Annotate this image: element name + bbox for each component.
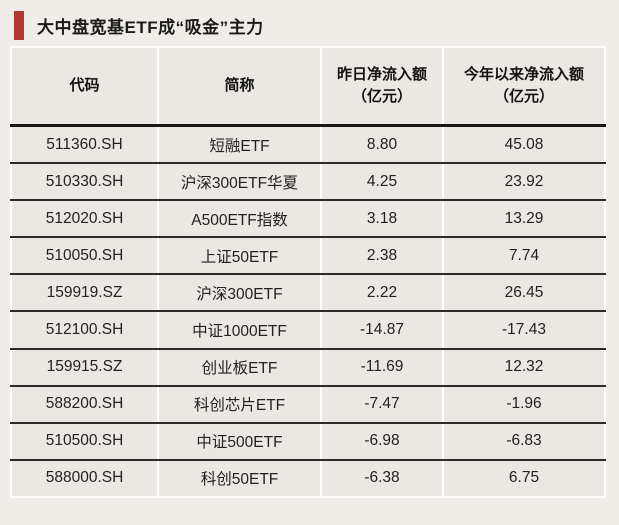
header-ytd-flow-unit: （亿元）	[493, 88, 554, 105]
name-cell: 短融ETF	[158, 125, 322, 165]
code-cell: 588200.SH	[11, 385, 159, 424]
title-accent-bar	[14, 11, 24, 40]
daily-flow-cell: -6.38	[321, 459, 444, 497]
daily-flow-cell: -6.98	[321, 422, 444, 461]
table-row: 159919.SZ 沪深300ETF 2.22 26.45	[11, 274, 605, 313]
name-cell: 沪深300ETF	[158, 274, 322, 313]
name-cell: 科创50ETF	[158, 459, 322, 497]
daily-flow-cell: 8.80	[321, 125, 444, 165]
daily-flow-cell: 3.18	[321, 200, 444, 239]
table-row: 510050.SH 上证50ETF 2.38 7.74	[11, 237, 605, 276]
ytd-flow-cell: -6.83	[443, 422, 605, 461]
daily-flow-cell: -7.47	[321, 385, 444, 424]
daily-flow-cell: 2.38	[321, 237, 444, 276]
table-row: 512020.SH A500ETF指数 3.18 13.29	[11, 200, 605, 239]
name-cell: 创业板ETF	[158, 348, 322, 387]
code-cell: 512100.SH	[11, 311, 159, 350]
daily-flow-cell: 2.22	[321, 274, 444, 313]
daily-flow-cell: -11.69	[321, 348, 444, 387]
code-cell: 159919.SZ	[11, 274, 159, 313]
code-cell: 588000.SH	[11, 459, 159, 497]
code-cell: 510050.SH	[11, 237, 159, 276]
daily-flow-cell: -14.87	[321, 311, 444, 350]
code-cell: 510500.SH	[11, 422, 159, 461]
name-cell: 科创芯片ETF	[158, 385, 322, 424]
ytd-flow-cell: 26.45	[443, 274, 605, 313]
table-row: 512100.SH 中证1000ETF -14.87 -17.43	[11, 311, 605, 350]
ytd-flow-cell: 45.08	[443, 125, 605, 165]
header-daily-flow-unit: （亿元）	[351, 88, 412, 105]
header-daily-flow-label: 昨日净流入额	[336, 66, 427, 84]
ytd-flow-cell: 7.74	[443, 237, 605, 276]
page-title-block: 大中盘宽基ETF成“吸金”主力	[14, 11, 264, 40]
table-header: 代码 简称 昨日净流入额 （亿元） 今年以来净流入额 （亿元）	[11, 47, 605, 127]
code-cell: 159915.SZ	[11, 348, 159, 387]
header-name-label: 简称	[224, 77, 255, 95]
ytd-flow-cell: 13.29	[443, 200, 605, 239]
table-row: 510500.SH 中证500ETF -6.98 -6.83	[11, 422, 605, 461]
ytd-flow-cell: 23.92	[443, 163, 605, 202]
name-cell: 中证500ETF	[158, 422, 322, 461]
name-cell: 上证50ETF	[158, 237, 322, 276]
header-ytd-flow: 今年以来净流入额 （亿元）	[443, 47, 605, 127]
header-ytd-flow-label: 今年以来净流入额	[463, 66, 584, 84]
daily-flow-cell: 4.25	[321, 163, 444, 202]
ytd-flow-cell: -1.96	[443, 385, 605, 424]
table-row: 588200.SH 科创芯片ETF -7.47 -1.96	[11, 385, 605, 424]
header-name: 简称	[158, 47, 322, 127]
name-cell: 中证1000ETF	[158, 311, 322, 350]
page-title: 大中盘宽基ETF成“吸金”主力	[37, 18, 264, 37]
table-row: 510330.SH 沪深300ETF华夏 4.25 23.92	[11, 163, 605, 202]
etf-flow-table: 代码 简称 昨日净流入额 （亿元） 今年以来净流入额 （亿元） 511360.SH …	[10, 46, 606, 498]
name-cell: A500ETF指数	[158, 200, 322, 239]
table-row: 588000.SH 科创50ETF -6.38 6.75	[11, 459, 605, 497]
header-row: 代码 简称 昨日净流入额 （亿元） 今年以来净流入额 （亿元）	[11, 47, 605, 127]
ytd-flow-cell: -17.43	[443, 311, 605, 350]
code-cell: 510330.SH	[11, 163, 159, 202]
code-cell: 511360.SH	[11, 125, 159, 165]
table-body: 511360.SH 短融ETF 8.80 45.08 510330.SH 沪深3…	[11, 125, 605, 497]
table-row: 159915.SZ 创业板ETF -11.69 12.32	[11, 348, 605, 387]
table-row: 511360.SH 短融ETF 8.80 45.08	[11, 125, 605, 165]
ytd-flow-cell: 6.75	[508, 469, 540, 487]
header-code: 代码	[11, 47, 159, 127]
code-cell: 512020.SH	[11, 200, 159, 239]
header-code-label: 代码	[69, 77, 100, 95]
ytd-flow-cell: 12.32	[443, 348, 605, 387]
header-daily-flow: 昨日净流入额 （亿元）	[321, 47, 444, 127]
name-cell: 沪深300ETF华夏	[158, 163, 322, 202]
